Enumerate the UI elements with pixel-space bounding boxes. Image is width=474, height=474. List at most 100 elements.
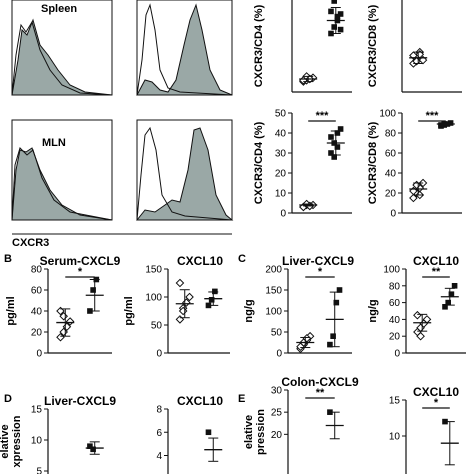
y-tick-label: 50 <box>151 321 163 332</box>
y-axis-label: CXCR3/CD8 (%) <box>367 4 379 87</box>
y-tick-label: 60 <box>31 286 43 297</box>
data-point-square <box>442 304 448 310</box>
data-point-square <box>208 297 215 303</box>
flow-histograms: Spleen MLN CXCR3 <box>11 0 234 249</box>
y-tick-label: 0 <box>280 209 286 220</box>
plot-title: Serum-CXCL9 <box>40 254 121 268</box>
data-point-square <box>328 8 334 15</box>
panel-letter: D <box>4 393 12 405</box>
y-tick-label: 100 <box>145 293 162 304</box>
y-tick-label: 80 <box>31 265 43 276</box>
flow-row-label-spleen: Spleen <box>41 3 77 15</box>
data-point-square <box>337 26 344 33</box>
panel-letter: B <box>4 253 12 265</box>
data-point-diamond <box>416 331 425 341</box>
plot-d_liver_cxcl9: 5 10 15 elative xpression Liver-CXCL9 D <box>0 393 116 474</box>
data-point-square <box>334 13 341 20</box>
data-point-diamond <box>185 292 194 302</box>
y-tick-label: 100 <box>379 109 396 120</box>
plot-cd4_mln: 0 10 20 30 40 50 CXCR3/CD4 (%) *** <box>253 109 352 220</box>
y-tick-label: 25 <box>271 408 283 419</box>
plot-title: CXCL10 <box>177 254 223 268</box>
data-point-square <box>448 291 455 297</box>
y-axis-label: pg/ml <box>123 296 135 325</box>
y-tick-label: 10 <box>275 189 287 200</box>
plot-title: Liver-CXCL9 <box>282 254 354 268</box>
data-point-square <box>328 150 334 156</box>
y-tick-label: 30 <box>271 386 283 397</box>
histogram-mln-cd8 <box>135 119 234 221</box>
y-axis-label: pression <box>255 409 267 455</box>
y-tick-label: 40 <box>389 315 401 326</box>
plot-b_cxcl10: 0 50 100 150 pg/ml CXCL10 <box>123 254 230 360</box>
significance-label: ** <box>432 266 441 278</box>
y-tick-label: 40 <box>31 307 43 318</box>
y-axis-label: ng/g <box>367 299 379 322</box>
y-axis-label: pg/ml <box>5 296 17 325</box>
y-axis-label: CXCR3/CD8 (%) <box>367 121 379 204</box>
data-point-square <box>451 283 458 289</box>
y-tick-label: 0 <box>390 209 396 220</box>
data-point-diamond <box>409 193 418 203</box>
plot-cd4_spleen: CXCR3/CD4 (%) <box>253 0 352 93</box>
y-tick-label: 50 <box>271 328 283 339</box>
y-tick-label: 0 <box>156 349 162 360</box>
y-tick-label: 20 <box>271 430 283 441</box>
y-tick-label: 40 <box>385 169 397 180</box>
data-point-square <box>87 443 93 449</box>
y-axis-label: elative <box>0 424 11 458</box>
y-tick-label: 10 <box>31 436 43 447</box>
y-tick-label: 50 <box>275 109 287 120</box>
y-axis-label: ng/g <box>243 299 255 322</box>
plot-title: Colon-CXCL9 <box>281 375 359 389</box>
histogram-mln-cd4: MLN <box>11 119 113 221</box>
flow-x-axis-label: CXCR3 <box>12 237 49 249</box>
data-point-square <box>90 446 96 453</box>
flow-row-label-mln: MLN <box>42 137 66 149</box>
y-tick-label: 100 <box>265 307 282 318</box>
significance-label: * <box>78 266 83 278</box>
histogram-spleen-cd8 <box>136 0 233 96</box>
y-tick-label: 100 <box>383 265 400 276</box>
significance-label: ** <box>316 387 325 399</box>
y-tick-label: 150 <box>265 286 282 297</box>
data-point-diamond <box>413 310 422 320</box>
data-point-diamond <box>175 278 185 288</box>
y-tick-label: 15 <box>31 405 43 416</box>
y-tick-label: 8 <box>156 405 162 416</box>
plot-title: CXCL10 <box>413 254 459 268</box>
data-point-square <box>212 288 218 295</box>
y-tick-label: 0 <box>276 349 282 360</box>
data-point-square <box>328 134 334 140</box>
y-tick-label: 60 <box>385 149 397 160</box>
histogram-spleen-cd4: Spleen <box>11 0 113 96</box>
y-axis-label: elative <box>243 415 255 449</box>
y-tick-label: 15 <box>389 396 401 407</box>
y-tick-label: 20 <box>385 189 397 200</box>
significance-label: *** <box>426 110 440 122</box>
y-axis-label: CXCR3/CD4 (%) <box>253 4 265 87</box>
data-point-square <box>337 11 344 17</box>
plot-e_cxcl10: 10 15 CXCL10* <box>389 385 459 474</box>
data-point-square <box>445 299 451 306</box>
y-tick-label: 20 <box>389 332 401 343</box>
y-tick-label: 4 <box>156 451 162 462</box>
plot-title: CXCL10 <box>413 385 459 399</box>
y-tick-label: 30 <box>275 149 287 160</box>
y-axis-label: xpression <box>11 415 23 467</box>
data-point-square <box>330 333 336 339</box>
panel-letter: C <box>238 253 246 265</box>
y-tick-label: 6 <box>156 428 162 439</box>
plot-b_serum_cxcl9: 0 20 40 60 80 pg/ml Serum-CXCL9 B * <box>4 253 121 360</box>
plot-d_cxcl10: 4 6 8 CXCL10 <box>156 394 223 474</box>
y-tick-label: 150 <box>145 265 162 276</box>
y-tick-label: 10 <box>389 432 401 443</box>
data-point-square <box>331 0 337 4</box>
y-tick-label: 5 <box>36 467 42 474</box>
data-point-square <box>333 299 340 306</box>
data-point-square <box>336 287 343 293</box>
y-tick-label: 20 <box>31 328 43 339</box>
plot-e_colon_cxcl9: 20 25 30 elative pression Colon-CXCL9 E ** <box>238 375 359 474</box>
